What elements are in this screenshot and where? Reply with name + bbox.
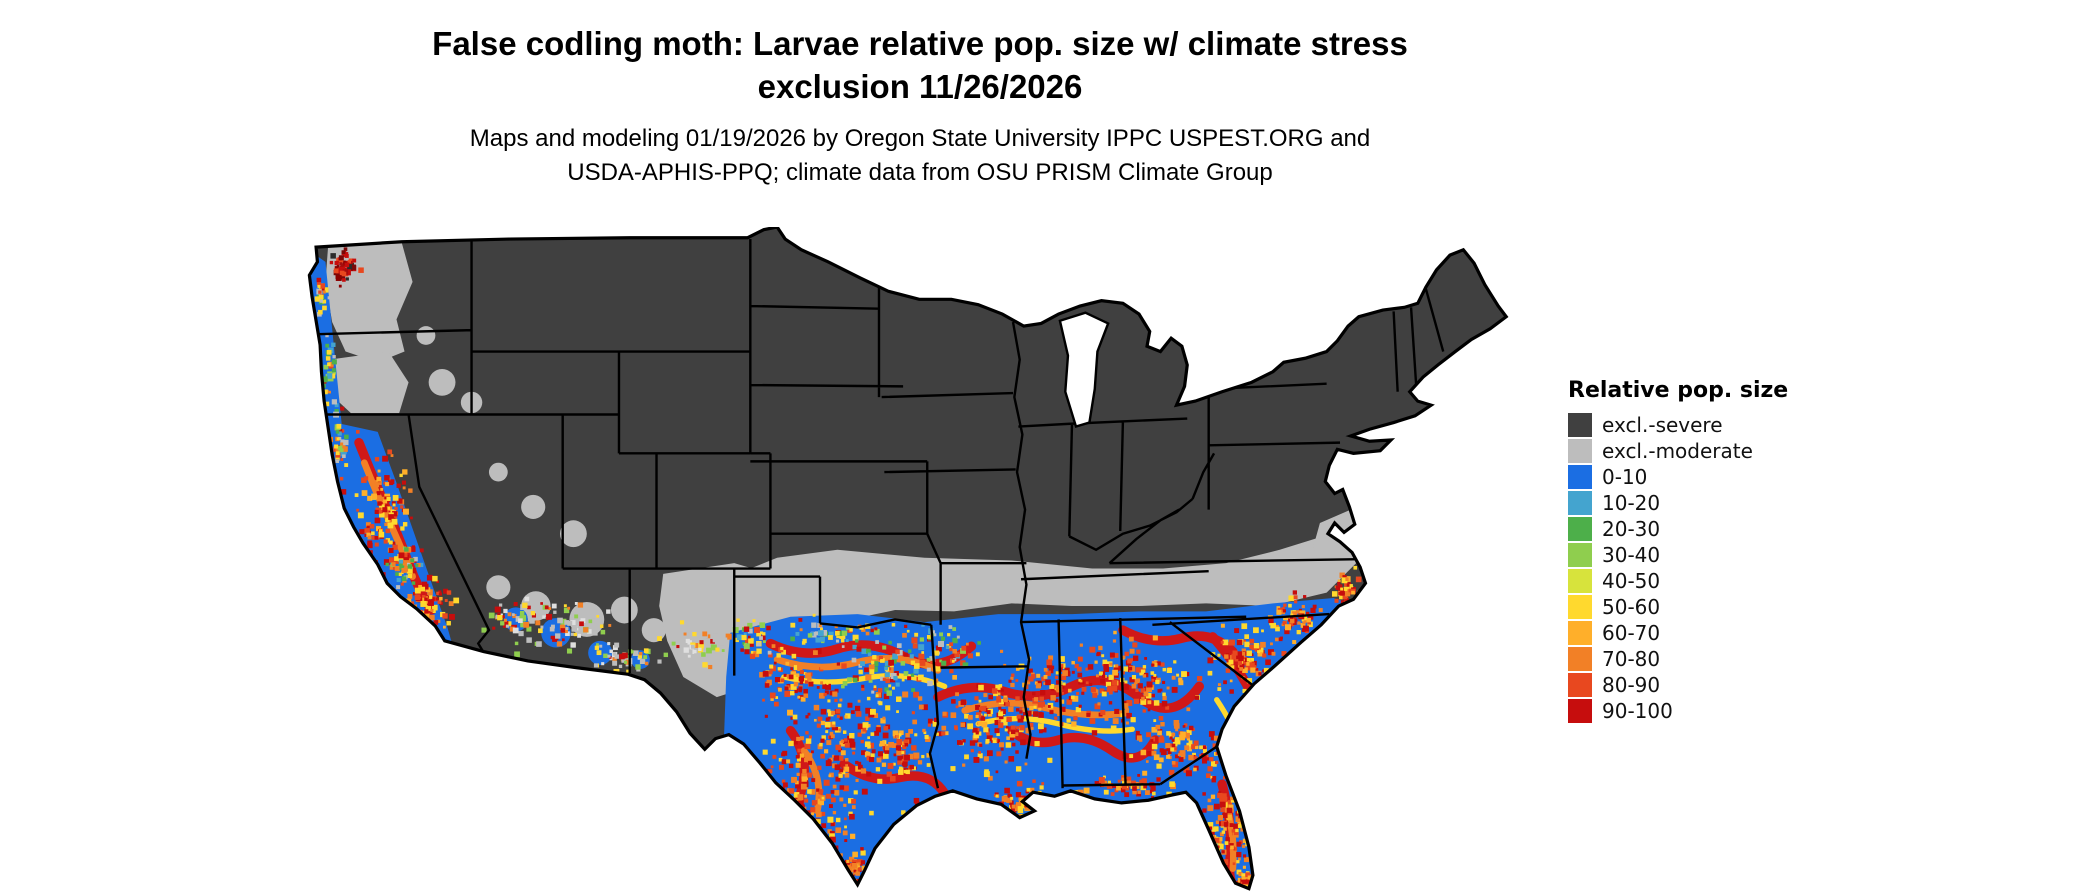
legend-item: 0-10 bbox=[1568, 464, 1788, 490]
legend-item-label: 60-70 bbox=[1602, 621, 1661, 645]
legend-item: 80-90 bbox=[1568, 672, 1788, 698]
speckle-layer bbox=[314, 247, 1362, 889]
legend-swatch bbox=[1568, 699, 1592, 723]
legend-item-label: excl.-moderate bbox=[1602, 439, 1753, 463]
us-outline bbox=[307, 227, 1509, 891]
legend-swatch bbox=[1568, 439, 1592, 463]
legend-item: 20-30 bbox=[1568, 516, 1788, 542]
legend-title: Relative pop. size bbox=[1568, 378, 1789, 403]
figure-subtitle: Maps and modeling 01/19/2026 by Oregon S… bbox=[0, 122, 1840, 190]
legend-item: 50-60 bbox=[1568, 594, 1788, 620]
legend-swatch bbox=[1568, 673, 1592, 697]
legend-item: 90-100 bbox=[1568, 698, 1788, 724]
legend-item-label: 70-80 bbox=[1602, 647, 1661, 671]
legend-swatch bbox=[1568, 517, 1592, 541]
legend-item-label: 80-90 bbox=[1602, 673, 1661, 697]
figure-title: False codling moth: Larvae relative pop.… bbox=[0, 22, 1840, 108]
legend-item-label: 90-100 bbox=[1602, 699, 1673, 723]
legend-item-label: excl.-severe bbox=[1602, 413, 1723, 437]
legend-item-label: 0-10 bbox=[1602, 465, 1648, 489]
subtitle-line1: Maps and modeling 01/19/2026 by Oregon S… bbox=[469, 125, 1371, 152]
legend-swatch bbox=[1568, 569, 1592, 593]
legend-item-label: 20-30 bbox=[1602, 517, 1661, 541]
legend-swatch bbox=[1568, 543, 1592, 567]
state-borders bbox=[317, 239, 1445, 789]
map-fill-layers bbox=[309, 227, 1507, 889]
legend-items: excl.-severe excl.-moderate 0-10 10-20 20-30… bbox=[1568, 412, 1788, 724]
legend-item: 60-70 bbox=[1568, 620, 1788, 646]
legend-swatch bbox=[1568, 413, 1592, 437]
legend-item: excl.-moderate bbox=[1568, 438, 1788, 464]
legend: Relative pop. size excl.-severe excl.-mod… bbox=[1568, 378, 1788, 724]
legend-item: excl.-severe bbox=[1568, 412, 1788, 438]
title-line1: False codling moth: Larvae relative pop.… bbox=[432, 25, 1408, 62]
legend-swatch bbox=[1568, 491, 1592, 515]
legend-swatch bbox=[1568, 647, 1592, 671]
legend-swatch bbox=[1568, 465, 1592, 489]
legend-item-label: 40-50 bbox=[1602, 569, 1661, 593]
legend-item: 10-20 bbox=[1568, 490, 1788, 516]
legend-item: 40-50 bbox=[1568, 568, 1788, 594]
subtitle-line2: USDA-APHIS-PPQ; climate data from OSU PR… bbox=[567, 159, 1273, 186]
legend-item-label: 30-40 bbox=[1602, 543, 1661, 567]
title-line2: exclusion 11/26/2026 bbox=[757, 68, 1083, 105]
us-map bbox=[307, 227, 1509, 891]
legend-item: 30-40 bbox=[1568, 542, 1788, 568]
lake-michigan bbox=[1058, 311, 1110, 429]
legend-item: 70-80 bbox=[1568, 646, 1788, 672]
legend-swatch bbox=[1568, 621, 1592, 645]
legend-swatch bbox=[1568, 595, 1592, 619]
legend-item-label: 50-60 bbox=[1602, 595, 1661, 619]
legend-item-label: 10-20 bbox=[1602, 491, 1661, 515]
